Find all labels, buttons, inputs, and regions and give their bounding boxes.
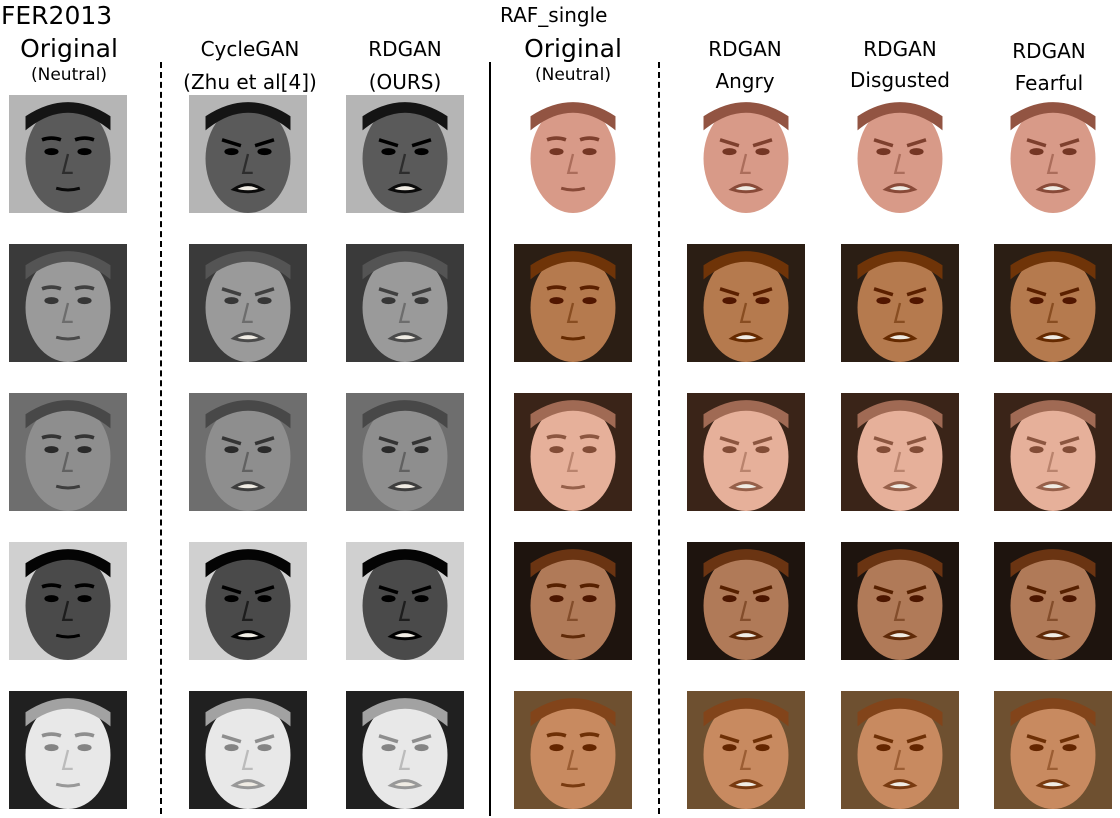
column-title: CycleGAN — [200, 37, 300, 61]
column-subtitle: (OURS) — [368, 70, 442, 94]
column-title: RDGAN — [1012, 39, 1086, 63]
column-title: RDGAN — [863, 37, 937, 61]
face-image — [514, 393, 632, 511]
face-image — [841, 542, 959, 660]
face-image — [994, 95, 1112, 213]
column-subtitle: (Neutral) — [30, 65, 107, 85]
face-image — [189, 393, 307, 511]
face-image — [514, 542, 632, 660]
face-image — [346, 691, 464, 809]
face-image — [346, 542, 464, 660]
face-image — [841, 95, 959, 213]
column-subtitle: Fearful — [1014, 71, 1084, 95]
dashed-separator — [658, 62, 660, 814]
face-image — [841, 393, 959, 511]
face-image — [9, 542, 127, 660]
face-image — [994, 691, 1112, 809]
column-subtitle: (Zhu et al[4]) — [183, 70, 317, 94]
column-subtitle: (Neutral) — [534, 65, 611, 85]
dashed-separator — [160, 62, 162, 814]
column-subtitle: Disgusted — [849, 68, 950, 92]
face-image — [189, 244, 307, 362]
face-image — [189, 691, 307, 809]
face-image — [189, 95, 307, 213]
face-image — [189, 542, 307, 660]
column-title: Original — [524, 34, 622, 63]
face-image — [841, 691, 959, 809]
column-title: RDGAN — [708, 37, 782, 61]
face-image — [687, 244, 805, 362]
group-label-raf-single: RAF_single — [500, 3, 608, 27]
face-image — [9, 244, 127, 362]
face-image — [346, 393, 464, 511]
face-image — [687, 393, 805, 511]
face-image — [9, 691, 127, 809]
face-image — [9, 393, 127, 511]
face-image — [514, 691, 632, 809]
column-title: RDGAN — [368, 37, 442, 61]
group-label-fer2013: FER2013 — [1, 1, 113, 30]
group-separator — [489, 62, 491, 816]
face-image — [687, 542, 805, 660]
face-image — [514, 244, 632, 362]
column-subtitle: Angry — [715, 69, 775, 93]
face-image — [346, 244, 464, 362]
face-image — [687, 95, 805, 213]
face-image — [687, 691, 805, 809]
face-image — [514, 95, 632, 213]
face-image — [346, 95, 464, 213]
face-image — [994, 393, 1112, 511]
face-image — [9, 95, 127, 213]
face-image — [994, 244, 1112, 362]
face-image — [841, 244, 959, 362]
column-title: Original — [20, 34, 118, 63]
face-image — [994, 542, 1112, 660]
